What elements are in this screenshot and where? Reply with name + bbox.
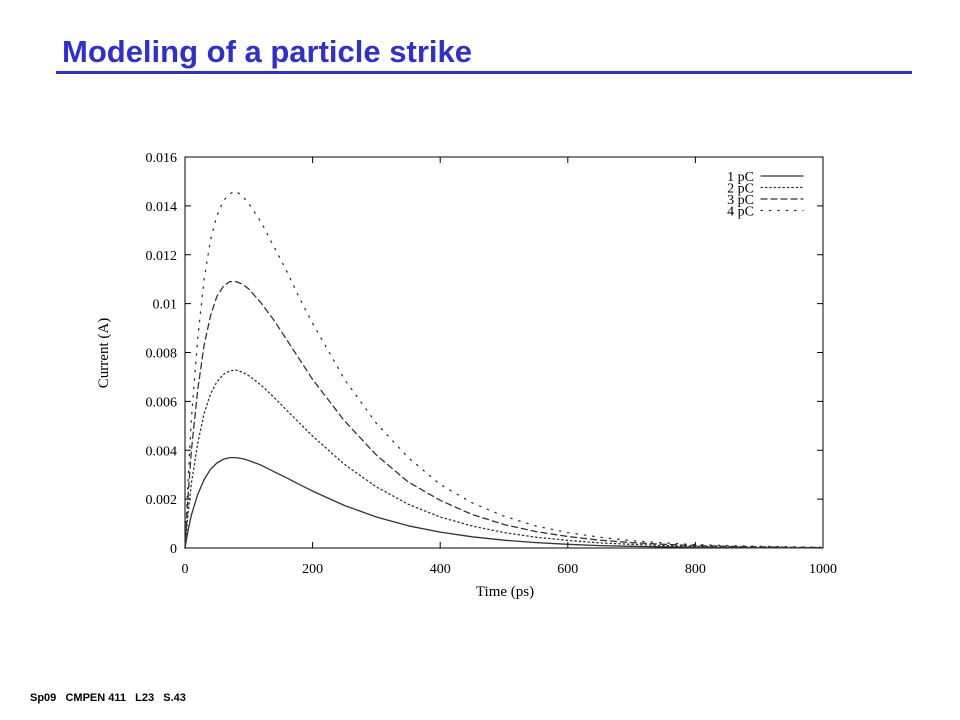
x-axis-label: Time (ps) — [476, 584, 534, 600]
x-tick-label: 0 — [182, 562, 189, 577]
legend-label-3pc: 3 pC — [727, 193, 754, 208]
x-tick-label: 600 — [557, 562, 578, 577]
y-tick-label: 0.014 — [146, 200, 178, 215]
y-tick-label: 0.016 — [146, 151, 178, 166]
legend-label-1pc: 1 pC — [727, 170, 754, 185]
y-tick-label: 0.008 — [146, 347, 178, 362]
x-tick-label: 400 — [430, 562, 451, 577]
x-tick-label: 800 — [685, 562, 706, 577]
legend-label-4pc: 4 pC — [727, 205, 754, 220]
y-tick-label: 0 — [170, 542, 177, 557]
series-line-2pc — [184, 369, 824, 549]
slide-title: Modeling of a particle strike — [62, 34, 472, 69]
y-tick-label: 0.01 — [153, 298, 178, 313]
series-line-1pc — [184, 456, 824, 549]
series-line-3pc — [184, 280, 824, 549]
x-tick-label: 200 — [302, 562, 323, 577]
series-line-4pc — [184, 190, 824, 549]
title-underline — [56, 71, 912, 74]
y-axis-label: Current (A) — [96, 318, 112, 388]
y-tick-label: 0.012 — [146, 249, 178, 264]
legend-label-2pc: 2 pC — [727, 182, 754, 197]
y-tick-label: 0.002 — [146, 493, 178, 508]
y-tick-label: 0.004 — [146, 444, 178, 459]
x-tick-label: 1000 — [809, 562, 837, 577]
slide-footer: Sp09 CMPEN 411 L23 S.43 — [30, 692, 186, 704]
y-tick-label: 0.006 — [146, 395, 178, 410]
